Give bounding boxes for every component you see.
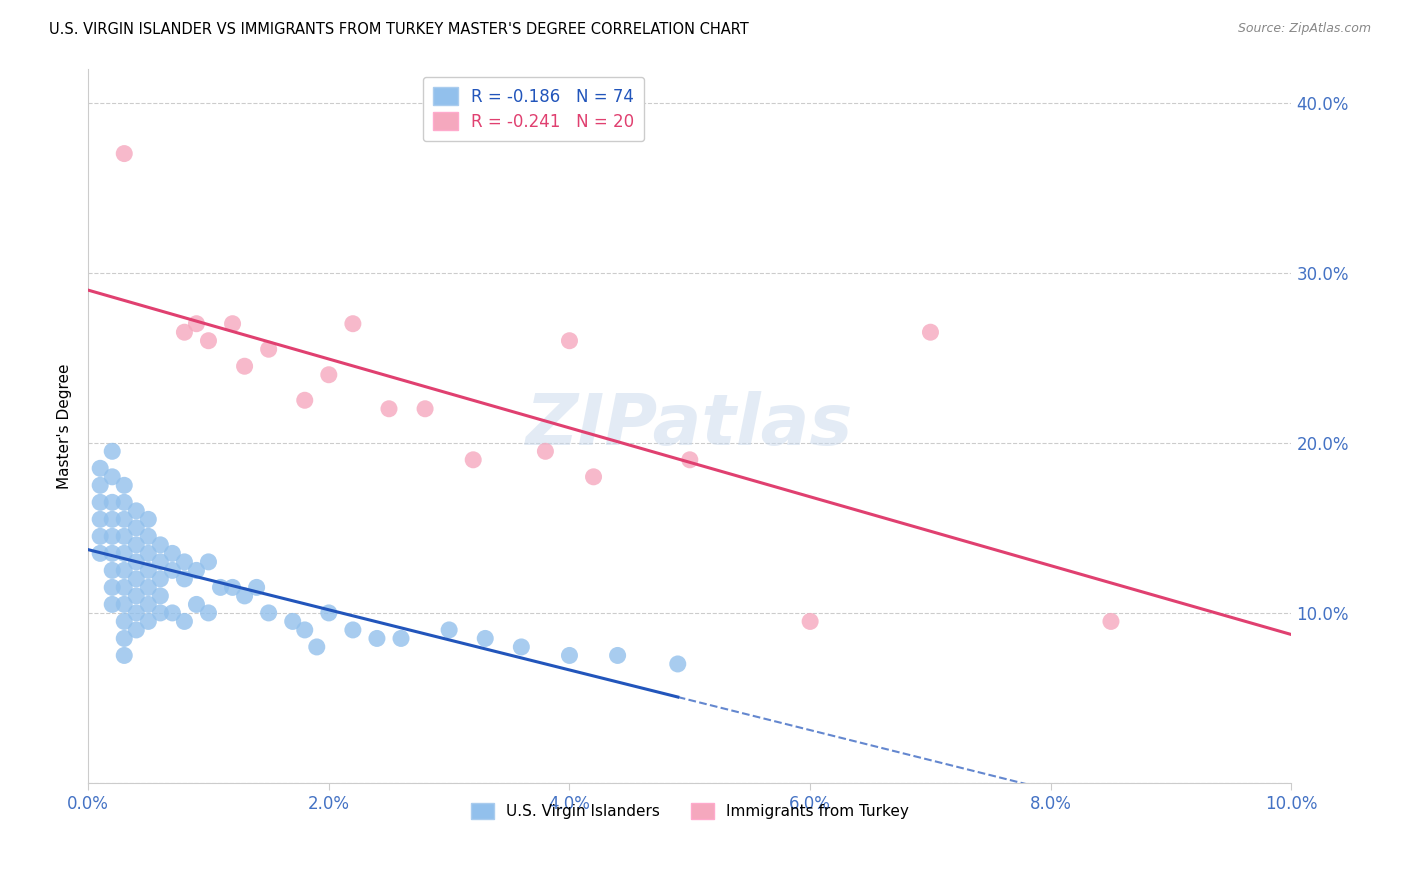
Point	[186, 317, 208, 331]
Point	[305, 640, 328, 654]
Point	[112, 478, 135, 492]
Point	[112, 632, 135, 646]
Point	[101, 563, 124, 577]
Point	[89, 512, 111, 526]
Point	[149, 555, 172, 569]
Point	[125, 555, 148, 569]
Point	[1099, 615, 1122, 629]
Point	[257, 343, 280, 357]
Point	[558, 648, 581, 663]
Point	[162, 563, 184, 577]
Point	[437, 623, 460, 637]
Point	[136, 529, 159, 543]
Point	[162, 606, 184, 620]
Point	[679, 452, 702, 467]
Point	[101, 529, 124, 543]
Point	[186, 598, 208, 612]
Point	[89, 546, 111, 560]
Point	[197, 606, 219, 620]
Point	[221, 581, 243, 595]
Legend: U.S. Virgin Islanders, Immigrants from Turkey: U.S. Virgin Islanders, Immigrants from T…	[465, 797, 915, 825]
Point	[125, 589, 148, 603]
Point	[294, 393, 316, 408]
Point	[257, 606, 280, 620]
Point	[233, 589, 256, 603]
Point	[101, 470, 124, 484]
Point	[112, 563, 135, 577]
Point	[582, 470, 605, 484]
Point	[136, 563, 159, 577]
Point	[920, 325, 942, 339]
Point	[112, 495, 135, 509]
Point	[173, 325, 195, 339]
Point	[125, 504, 148, 518]
Point	[318, 606, 340, 620]
Point	[474, 632, 496, 646]
Point	[342, 317, 364, 331]
Point	[209, 581, 232, 595]
Point	[112, 615, 135, 629]
Point	[101, 444, 124, 458]
Point	[136, 512, 159, 526]
Point	[318, 368, 340, 382]
Point	[389, 632, 412, 646]
Point	[125, 606, 148, 620]
Point	[112, 598, 135, 612]
Point	[136, 615, 159, 629]
Text: ZIPatlas: ZIPatlas	[526, 392, 853, 460]
Point	[89, 478, 111, 492]
Point	[112, 648, 135, 663]
Point	[233, 359, 256, 374]
Point	[534, 444, 557, 458]
Point	[197, 555, 219, 569]
Point	[149, 538, 172, 552]
Point	[606, 648, 628, 663]
Point	[149, 572, 172, 586]
Point	[101, 581, 124, 595]
Point	[101, 512, 124, 526]
Point	[125, 572, 148, 586]
Text: Source: ZipAtlas.com: Source: ZipAtlas.com	[1237, 22, 1371, 36]
Text: U.S. VIRGIN ISLANDER VS IMMIGRANTS FROM TURKEY MASTER'S DEGREE CORRELATION CHART: U.S. VIRGIN ISLANDER VS IMMIGRANTS FROM …	[49, 22, 749, 37]
Point	[413, 401, 436, 416]
Point	[463, 452, 485, 467]
Point	[101, 598, 124, 612]
Point	[125, 623, 148, 637]
Point	[101, 495, 124, 509]
Point	[136, 546, 159, 560]
Point	[510, 640, 533, 654]
Point	[378, 401, 401, 416]
Point	[197, 334, 219, 348]
Point	[112, 146, 135, 161]
Point	[112, 512, 135, 526]
Point	[246, 581, 269, 595]
Point	[173, 555, 195, 569]
Point	[89, 495, 111, 509]
Point	[221, 317, 243, 331]
Point	[112, 529, 135, 543]
Point	[149, 589, 172, 603]
Point	[101, 546, 124, 560]
Point	[281, 615, 304, 629]
Point	[89, 461, 111, 475]
Point	[112, 581, 135, 595]
Point	[149, 606, 172, 620]
Point	[162, 546, 184, 560]
Point	[125, 538, 148, 552]
Point	[799, 615, 821, 629]
Y-axis label: Master's Degree: Master's Degree	[58, 363, 72, 489]
Point	[186, 563, 208, 577]
Point	[366, 632, 388, 646]
Point	[294, 623, 316, 637]
Point	[136, 581, 159, 595]
Point	[558, 334, 581, 348]
Point	[89, 529, 111, 543]
Point	[666, 657, 689, 671]
Point	[125, 521, 148, 535]
Point	[136, 598, 159, 612]
Point	[112, 546, 135, 560]
Point	[173, 572, 195, 586]
Point	[173, 615, 195, 629]
Point	[342, 623, 364, 637]
